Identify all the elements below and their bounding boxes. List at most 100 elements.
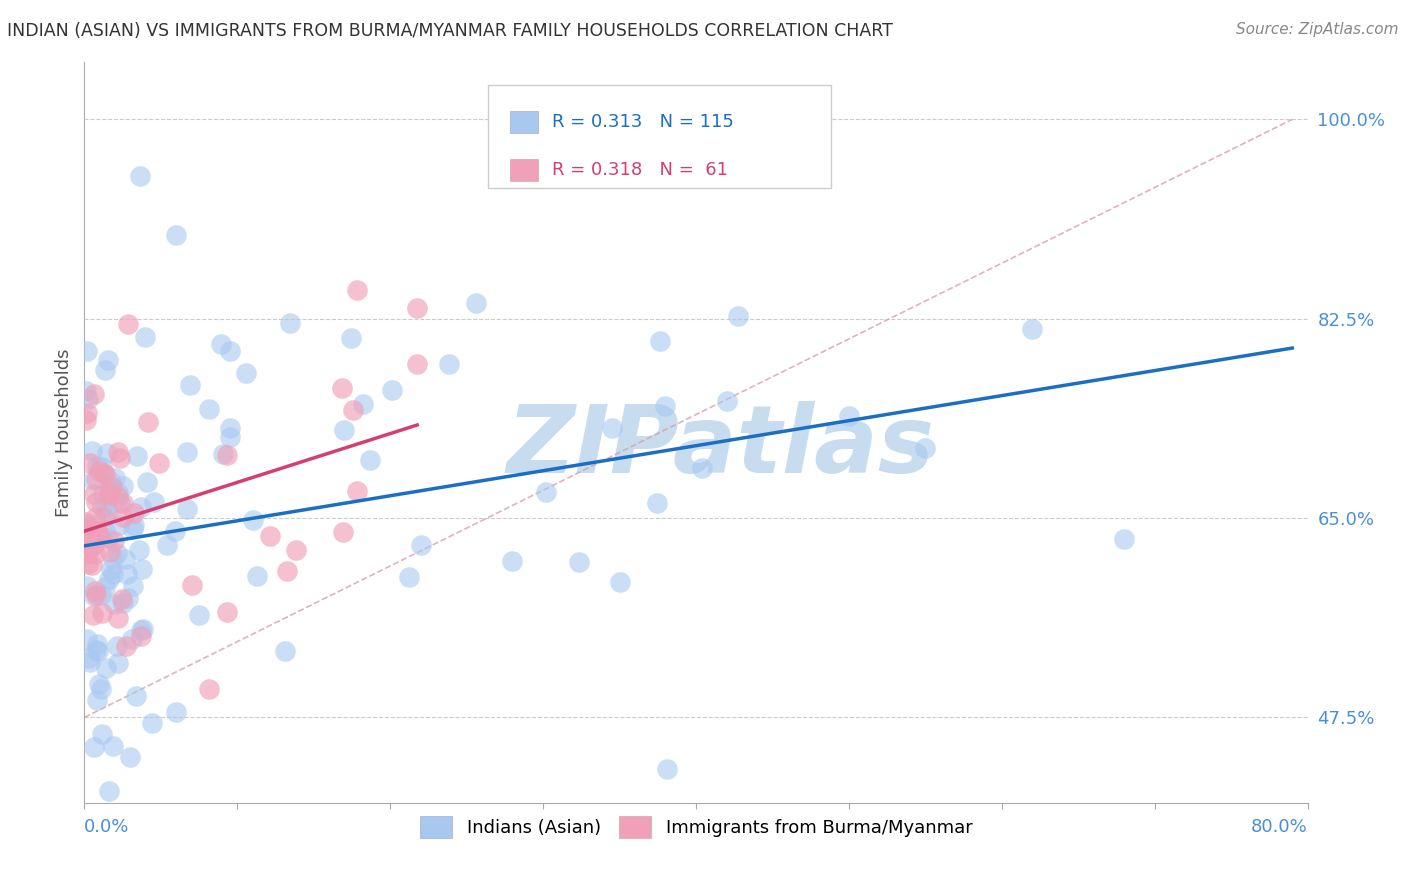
Point xyxy=(176,502,198,516)
Point xyxy=(80,558,103,572)
Point xyxy=(100,562,122,576)
Point xyxy=(242,513,264,527)
Point xyxy=(86,693,108,707)
Point xyxy=(104,470,127,484)
Point xyxy=(1114,532,1136,546)
Point xyxy=(276,564,298,578)
Point xyxy=(156,538,179,552)
Point xyxy=(111,591,134,606)
Point xyxy=(98,544,121,558)
Point xyxy=(127,449,149,463)
Point xyxy=(188,607,211,622)
Point xyxy=(75,517,97,532)
Point xyxy=(110,495,132,509)
Point xyxy=(163,524,186,539)
Point xyxy=(86,458,108,473)
Point xyxy=(122,579,145,593)
Point xyxy=(84,643,107,657)
Point xyxy=(98,480,121,494)
Point xyxy=(87,677,110,691)
Text: ZIPatlas: ZIPatlas xyxy=(506,401,935,493)
Point xyxy=(105,639,128,653)
Point xyxy=(97,531,120,545)
Point xyxy=(176,445,198,459)
Point xyxy=(406,357,429,371)
Point xyxy=(118,750,141,764)
Point xyxy=(76,405,98,419)
Point xyxy=(108,451,131,466)
Point xyxy=(716,393,738,408)
Point xyxy=(87,643,110,657)
Point xyxy=(90,459,112,474)
Point xyxy=(84,547,107,561)
Point xyxy=(103,533,125,548)
Point xyxy=(333,423,356,437)
Point xyxy=(115,567,138,582)
Point xyxy=(86,524,108,538)
Point xyxy=(111,596,134,610)
Point xyxy=(914,441,936,455)
Point xyxy=(76,343,98,358)
Point xyxy=(128,542,150,557)
Y-axis label: Family Households: Family Households xyxy=(55,349,73,516)
Point xyxy=(83,589,105,603)
Point xyxy=(209,336,232,351)
Point xyxy=(197,401,219,416)
Point xyxy=(84,495,107,509)
Point xyxy=(76,557,98,571)
Point xyxy=(107,490,129,504)
Point xyxy=(346,283,368,297)
Point xyxy=(98,489,121,503)
Point xyxy=(80,522,103,536)
Point xyxy=(332,525,354,540)
Point xyxy=(218,430,240,444)
Point xyxy=(75,522,97,536)
Point xyxy=(273,644,295,658)
Point xyxy=(246,569,269,583)
Point xyxy=(131,562,153,576)
Point xyxy=(108,518,131,533)
Point xyxy=(84,511,107,525)
Point xyxy=(75,413,97,427)
Text: R = 0.313   N = 115: R = 0.313 N = 115 xyxy=(553,112,734,130)
Point xyxy=(101,552,124,566)
Point xyxy=(406,301,429,315)
Point xyxy=(122,506,145,520)
Point xyxy=(82,473,104,487)
Point xyxy=(568,555,591,569)
Point xyxy=(339,330,361,344)
Point xyxy=(179,377,201,392)
Point xyxy=(90,606,112,620)
Point xyxy=(727,310,749,324)
Point xyxy=(98,485,121,500)
Point xyxy=(165,228,187,243)
Point xyxy=(89,528,111,542)
Point xyxy=(105,546,128,560)
Point xyxy=(117,318,139,332)
Point xyxy=(90,588,112,602)
Point xyxy=(79,651,101,665)
Point xyxy=(129,169,152,184)
Point xyxy=(502,554,524,568)
Point xyxy=(359,452,381,467)
Point xyxy=(84,584,107,599)
Point xyxy=(80,443,103,458)
Text: Source: ZipAtlas.com: Source: ZipAtlas.com xyxy=(1236,22,1399,37)
Point xyxy=(409,538,432,552)
Point xyxy=(259,529,281,543)
Point xyxy=(96,505,118,519)
Point xyxy=(75,515,97,529)
Point xyxy=(107,656,129,670)
Point xyxy=(86,531,108,545)
Text: INDIAN (ASIAN) VS IMMIGRANTS FROM BURMA/MYANMAR FAMILY HOUSEHOLDS CORRELATION CH: INDIAN (ASIAN) VS IMMIGRANTS FROM BURMA/… xyxy=(7,22,893,40)
Point xyxy=(115,640,138,654)
Point xyxy=(76,632,98,646)
Point xyxy=(75,384,97,399)
Point xyxy=(165,705,187,719)
Point xyxy=(381,383,404,397)
Point xyxy=(86,637,108,651)
Point xyxy=(83,387,105,401)
Point xyxy=(647,496,669,510)
Point xyxy=(91,727,114,741)
Point xyxy=(107,445,129,459)
